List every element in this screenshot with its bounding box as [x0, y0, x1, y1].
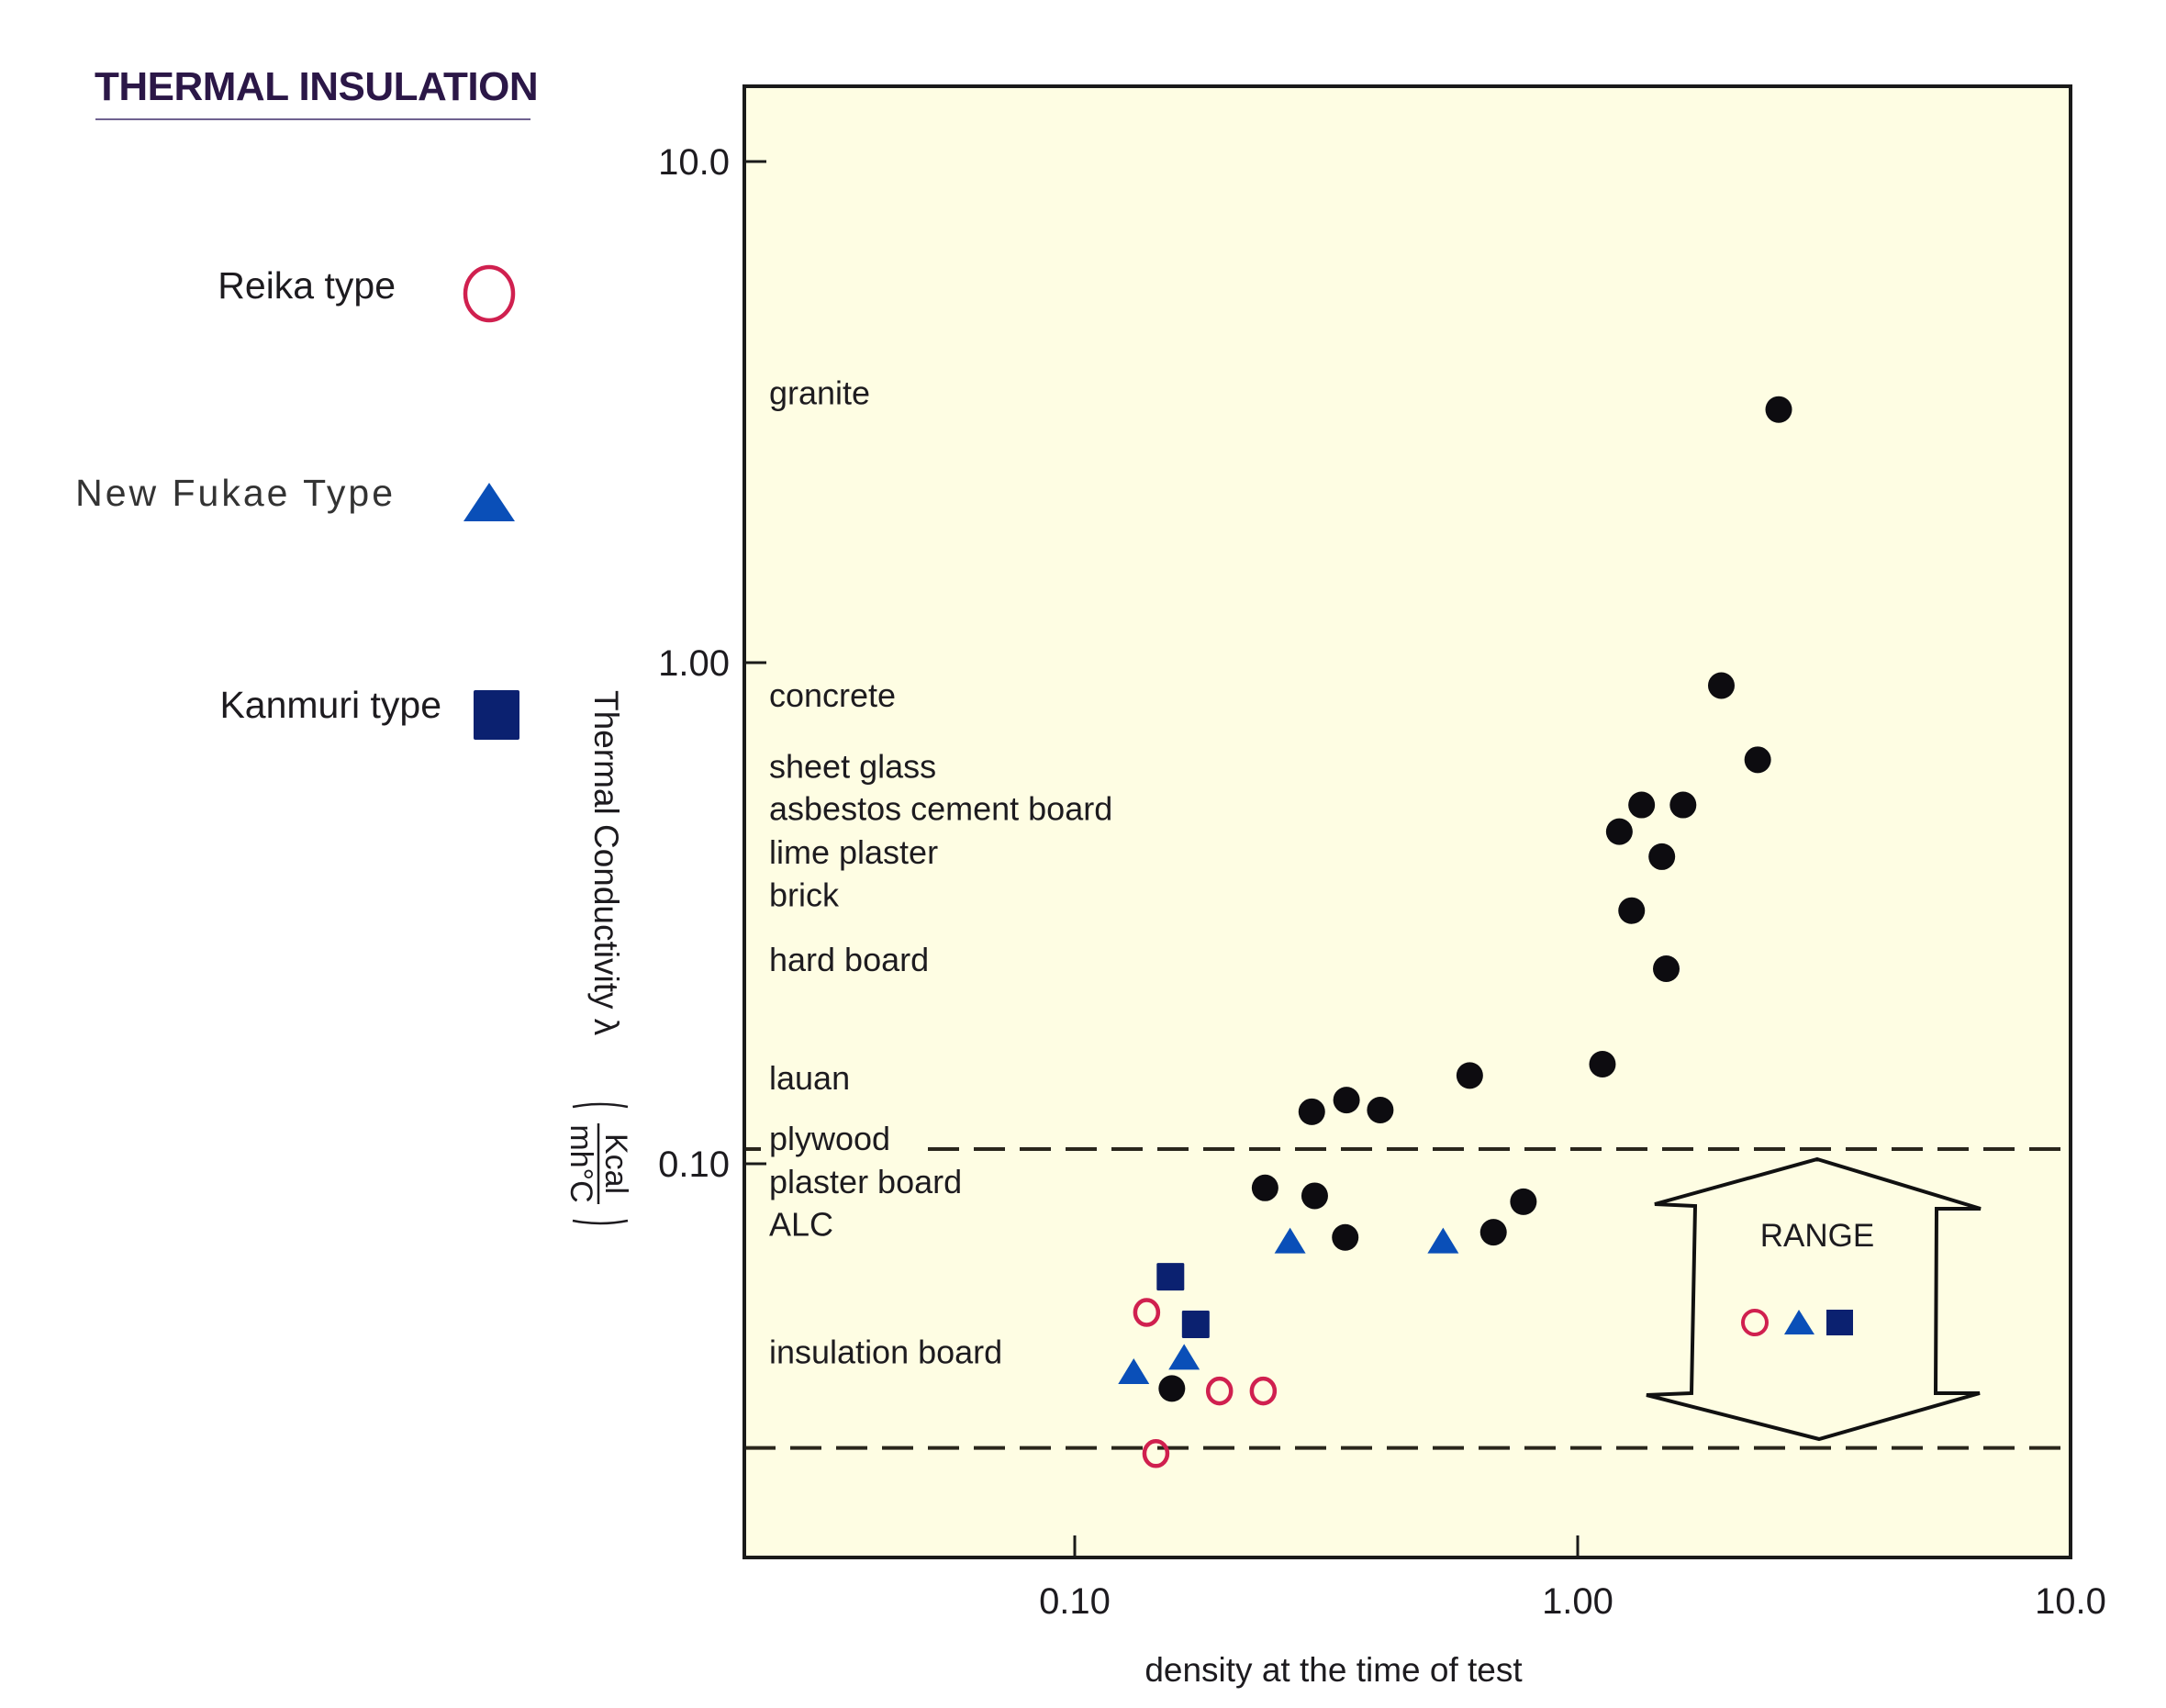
y-tick-label: 10.0 [658, 142, 730, 183]
unit-left-paren [572, 1102, 629, 1109]
title-underline [95, 118, 530, 120]
legend-open-circle-icon [463, 264, 516, 323]
axis-ticks [744, 160, 1580, 1557]
data-point-common-materials [1298, 1098, 1325, 1125]
material-label: plaster board [769, 1163, 962, 1200]
material-label: lauan [769, 1059, 850, 1097]
legend-markers [463, 264, 519, 740]
material-labels: granite concrete sheet glass asbestos cemen… [769, 374, 1112, 1370]
x-axis-label: density at the time of test [1144, 1651, 1523, 1689]
legend-label-kanmuri: Kanmuri type [219, 684, 441, 726]
data-point-new-fukae-type [1168, 1344, 1200, 1370]
y-axis-unit: Kcal mh°C [564, 1102, 633, 1225]
y-axis-label-group: Thermal Conductivity λ [587, 690, 625, 1036]
range-triangle-icon [1784, 1310, 1814, 1334]
material-label: sheet glass [769, 747, 936, 785]
data-points [1118, 396, 1792, 1468]
material-label: brick [769, 876, 840, 914]
legend-square-icon [474, 690, 519, 740]
x-tick-label: 10.0 [2035, 1581, 2106, 1622]
data-point-common-materials [1648, 843, 1676, 870]
material-label: asbestos cement board [769, 790, 1112, 828]
range-annotation: RANGE [1646, 1156, 1982, 1442]
data-point-common-materials [1301, 1182, 1328, 1210]
material-label: granite [769, 374, 870, 411]
unit-numerator: Kcal [598, 1133, 633, 1194]
data-point-common-materials [1628, 791, 1656, 819]
plywood-label-gap [746, 1143, 921, 1155]
y-axis-label: Thermal Conductivity λ [587, 690, 625, 1036]
data-point-common-materials [1333, 1087, 1360, 1114]
legend-triangle-icon [463, 483, 515, 521]
range-open-circle-icon [1741, 1309, 1769, 1336]
data-point-reika-type [1205, 1376, 1234, 1406]
data-point-new-fukae-type [1118, 1357, 1150, 1384]
material-label: concrete [769, 676, 896, 714]
material-label: plywood [769, 1120, 890, 1157]
data-point-new-fukae-type [1274, 1227, 1306, 1254]
data-point-common-materials [1707, 672, 1735, 699]
axis-tick-labels: 10.0 1.00 0.10 0.10 1.00 10.0 [658, 142, 2106, 1622]
x-tick-label: 1.00 [1542, 1581, 1613, 1622]
data-point-common-materials [1618, 897, 1646, 924]
unit-denominator: mh°C [564, 1124, 598, 1202]
range-label: RANGE [1760, 1218, 1874, 1254]
data-point-common-materials [1765, 396, 1792, 423]
data-point-new-fukae-type [1427, 1227, 1459, 1254]
data-point-common-materials [1669, 791, 1697, 819]
plot-frame [742, 84, 2072, 1559]
material-label: hard board [769, 941, 929, 978]
x-tick-label: 0.10 [1039, 1581, 1111, 1622]
page-title: THERMAL INSULATION [95, 64, 539, 109]
legend-label-reika: Reika type [218, 264, 396, 307]
data-point-reika-type [1249, 1376, 1278, 1406]
data-point-kanmuri-type [1156, 1263, 1185, 1291]
data-point-common-materials [1589, 1051, 1616, 1078]
material-label: lime plaster [769, 833, 938, 871]
data-point-common-materials [1158, 1375, 1186, 1402]
data-point-reika-type [1142, 1439, 1170, 1468]
range-square-icon [1826, 1310, 1853, 1335]
material-label: insulation board [769, 1334, 1002, 1371]
range-double-arrow-icon [1646, 1156, 1982, 1442]
data-point-common-materials [1367, 1096, 1394, 1123]
reference-lines [744, 1143, 2071, 1450]
unit-right-paren [572, 1219, 629, 1225]
data-point-reika-type [1133, 1298, 1161, 1327]
data-point-common-materials [1332, 1223, 1359, 1251]
y-tick-label: 0.10 [658, 1144, 730, 1185]
y-tick-label: 1.00 [658, 643, 730, 684]
data-point-common-materials [1251, 1174, 1278, 1201]
material-label: ALC [769, 1206, 833, 1244]
data-point-kanmuri-type [1181, 1311, 1210, 1339]
data-point-common-materials [1456, 1062, 1483, 1089]
data-point-common-materials [1744, 746, 1771, 774]
data-point-common-materials [1510, 1188, 1537, 1215]
data-point-common-materials [1652, 955, 1680, 983]
legend-label-new-fukae: New Fukae Type [75, 472, 396, 514]
data-point-common-materials [1479, 1219, 1507, 1246]
data-point-common-materials [1605, 818, 1633, 845]
